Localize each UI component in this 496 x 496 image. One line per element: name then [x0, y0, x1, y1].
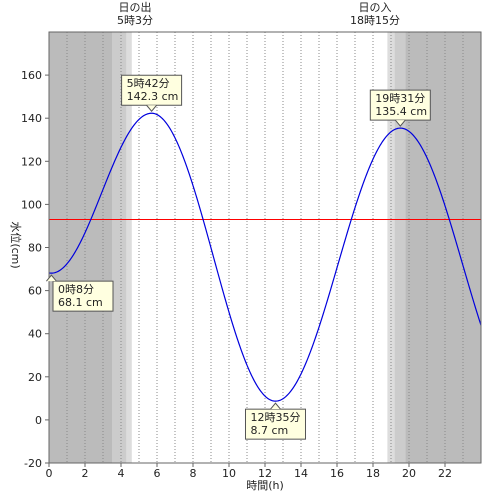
y-tick-label: 140 — [21, 112, 42, 125]
sunrise-time: 5時3分 — [117, 14, 153, 27]
annotation-time: 19時31分 — [375, 92, 425, 105]
callout-box — [121, 74, 183, 106]
annotation-value: 142.3 cm — [127, 90, 179, 103]
x-tick-label: 14 — [294, 467, 308, 480]
y-tick-label: 160 — [21, 69, 42, 82]
y-tick-label: -20 — [24, 457, 42, 470]
callout-box — [52, 280, 114, 312]
callout-pointer — [146, 104, 157, 113]
sunset-time: 18時15分 — [350, 14, 400, 27]
y-tick-label: 80 — [28, 242, 42, 255]
y-tick-label: 60 — [28, 285, 42, 298]
y-tick-label: 20 — [28, 371, 42, 384]
y-tick-label: 120 — [21, 155, 42, 168]
x-tick-label: 16 — [330, 467, 344, 480]
x-tick-label: 20 — [402, 467, 416, 480]
twilight-band-morning-2 — [126, 32, 132, 463]
twilight-band-evening-2 — [394, 32, 406, 463]
x-axis-title: 時間(h) — [246, 479, 284, 492]
x-tick-label: 0 — [46, 467, 53, 480]
x-tick-label: 6 — [154, 467, 161, 480]
callout-pointer — [270, 402, 281, 410]
tide-curve — [48, 112, 482, 402]
annotation-value: 68.1 cm — [58, 296, 103, 309]
callout-box — [369, 89, 431, 121]
callout-pointer — [394, 119, 406, 127]
y-tick-label: 40 — [28, 328, 42, 341]
axes: 0 2 4 6 8 10 12 14 16 18 20 22 -20 0 20 40 60 80 100 120 140… — [21, 31, 482, 480]
x-tick-label: 22 — [438, 467, 452, 480]
annotation-time: 5時42分 — [127, 77, 170, 90]
y-axis-title: 水位(cm) — [9, 221, 23, 268]
night-band-morning — [49, 32, 112, 463]
x-tick-label: 12 — [258, 467, 272, 480]
x-tick-label: 2 — [82, 467, 89, 480]
y-tick-label: 100 — [21, 198, 42, 211]
x-tick-label: 4 — [118, 467, 125, 480]
annotation-value: 8.7 cm — [250, 424, 288, 437]
y-tick-label: 0 — [35, 414, 42, 427]
annotation-value: 135.4 cm — [375, 105, 427, 118]
sunset-label: 日の入 — [359, 1, 392, 14]
x-tick-label: 8 — [190, 467, 197, 480]
twilight-band-evening-1 — [387, 32, 395, 463]
x-tick-label: 18 — [366, 467, 380, 480]
series-layer — [48, 112, 482, 402]
annotation-time: 0時8分 — [58, 283, 94, 296]
callout-pointer — [46, 274, 57, 282]
annotation-time: 12時35分 — [250, 411, 300, 424]
x-tick-label: 10 — [222, 467, 236, 480]
twilight-band-morning-1 — [112, 32, 127, 463]
sunrise-label: 日の出 — [119, 0, 152, 14]
